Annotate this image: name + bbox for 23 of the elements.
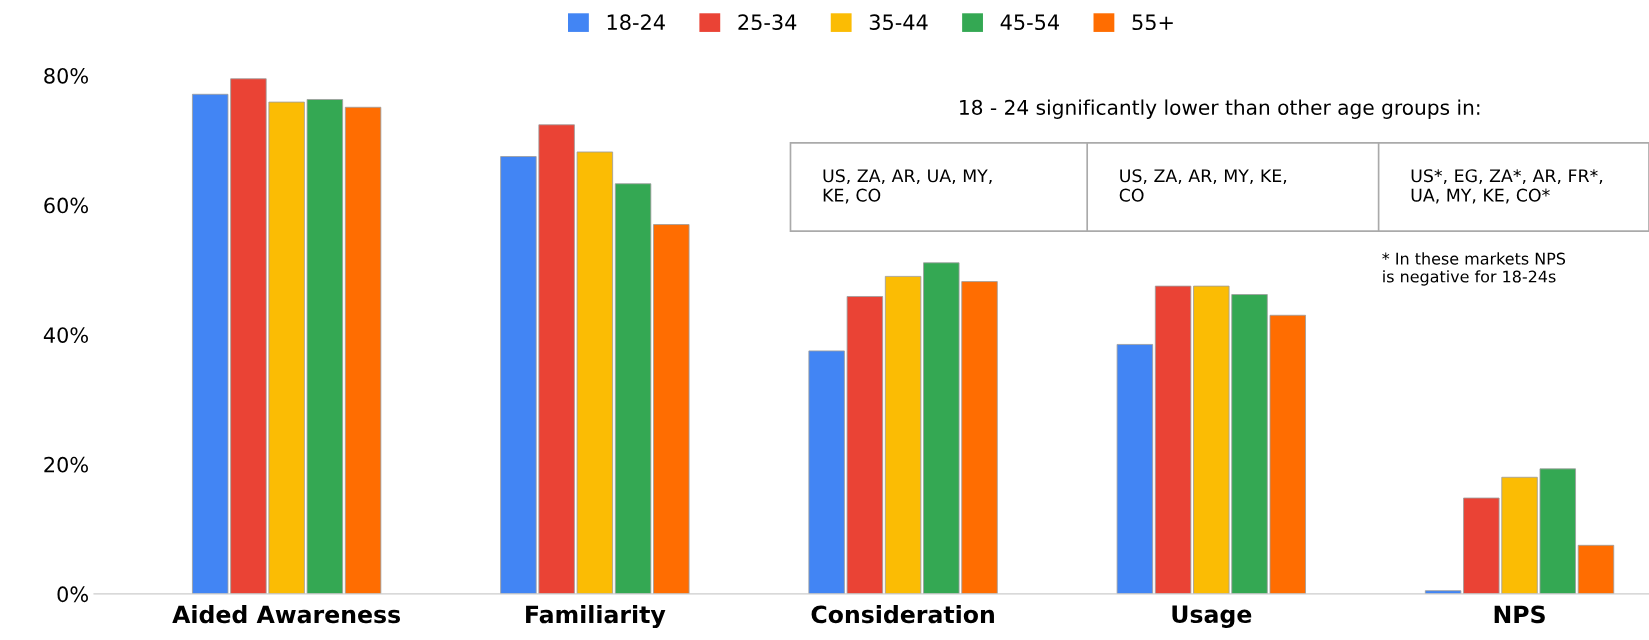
x-tick-label: Aided Awareness [172, 605, 401, 624]
y-tick-label: 20% [44, 456, 88, 473]
legend-label: 55+ [1132, 14, 1173, 31]
x-tick-label: NPS [1494, 605, 1545, 624]
y-tick-label: 0% [57, 586, 88, 603]
bar [1116, 344, 1154, 594]
bar [1577, 544, 1615, 594]
y-tick-label: 40% [43, 327, 88, 343]
x-tick-label: Consideration [811, 605, 994, 624]
annotation: US, ZA, AR, UA, MY, KE, CO [823, 169, 992, 204]
bar [344, 106, 382, 594]
annotation: US, ZA, AR, MY, KE, CO [1119, 169, 1287, 202]
legend-label: 35-44 [869, 14, 928, 31]
annotation: 18 - 24 significantly lower than other age groups in: [960, 99, 1480, 119]
annotation: * In these markets NPS is negative for 18-24s [1382, 252, 1566, 286]
x-tick-label: Familiarity [526, 605, 666, 629]
legend-label: 18-24 [607, 14, 665, 31]
y-tick-label: 80% [44, 67, 88, 84]
legend-label: 45-54 [1000, 14, 1059, 31]
legend-label: 25-34 [738, 14, 797, 31]
y-tick-label: 60% [44, 197, 88, 214]
x-tick-label: Usage [1172, 605, 1252, 628]
annotation: US*, EG, ZA*, AR, FR*, UA, MY, KE, CO* [1411, 169, 1603, 204]
